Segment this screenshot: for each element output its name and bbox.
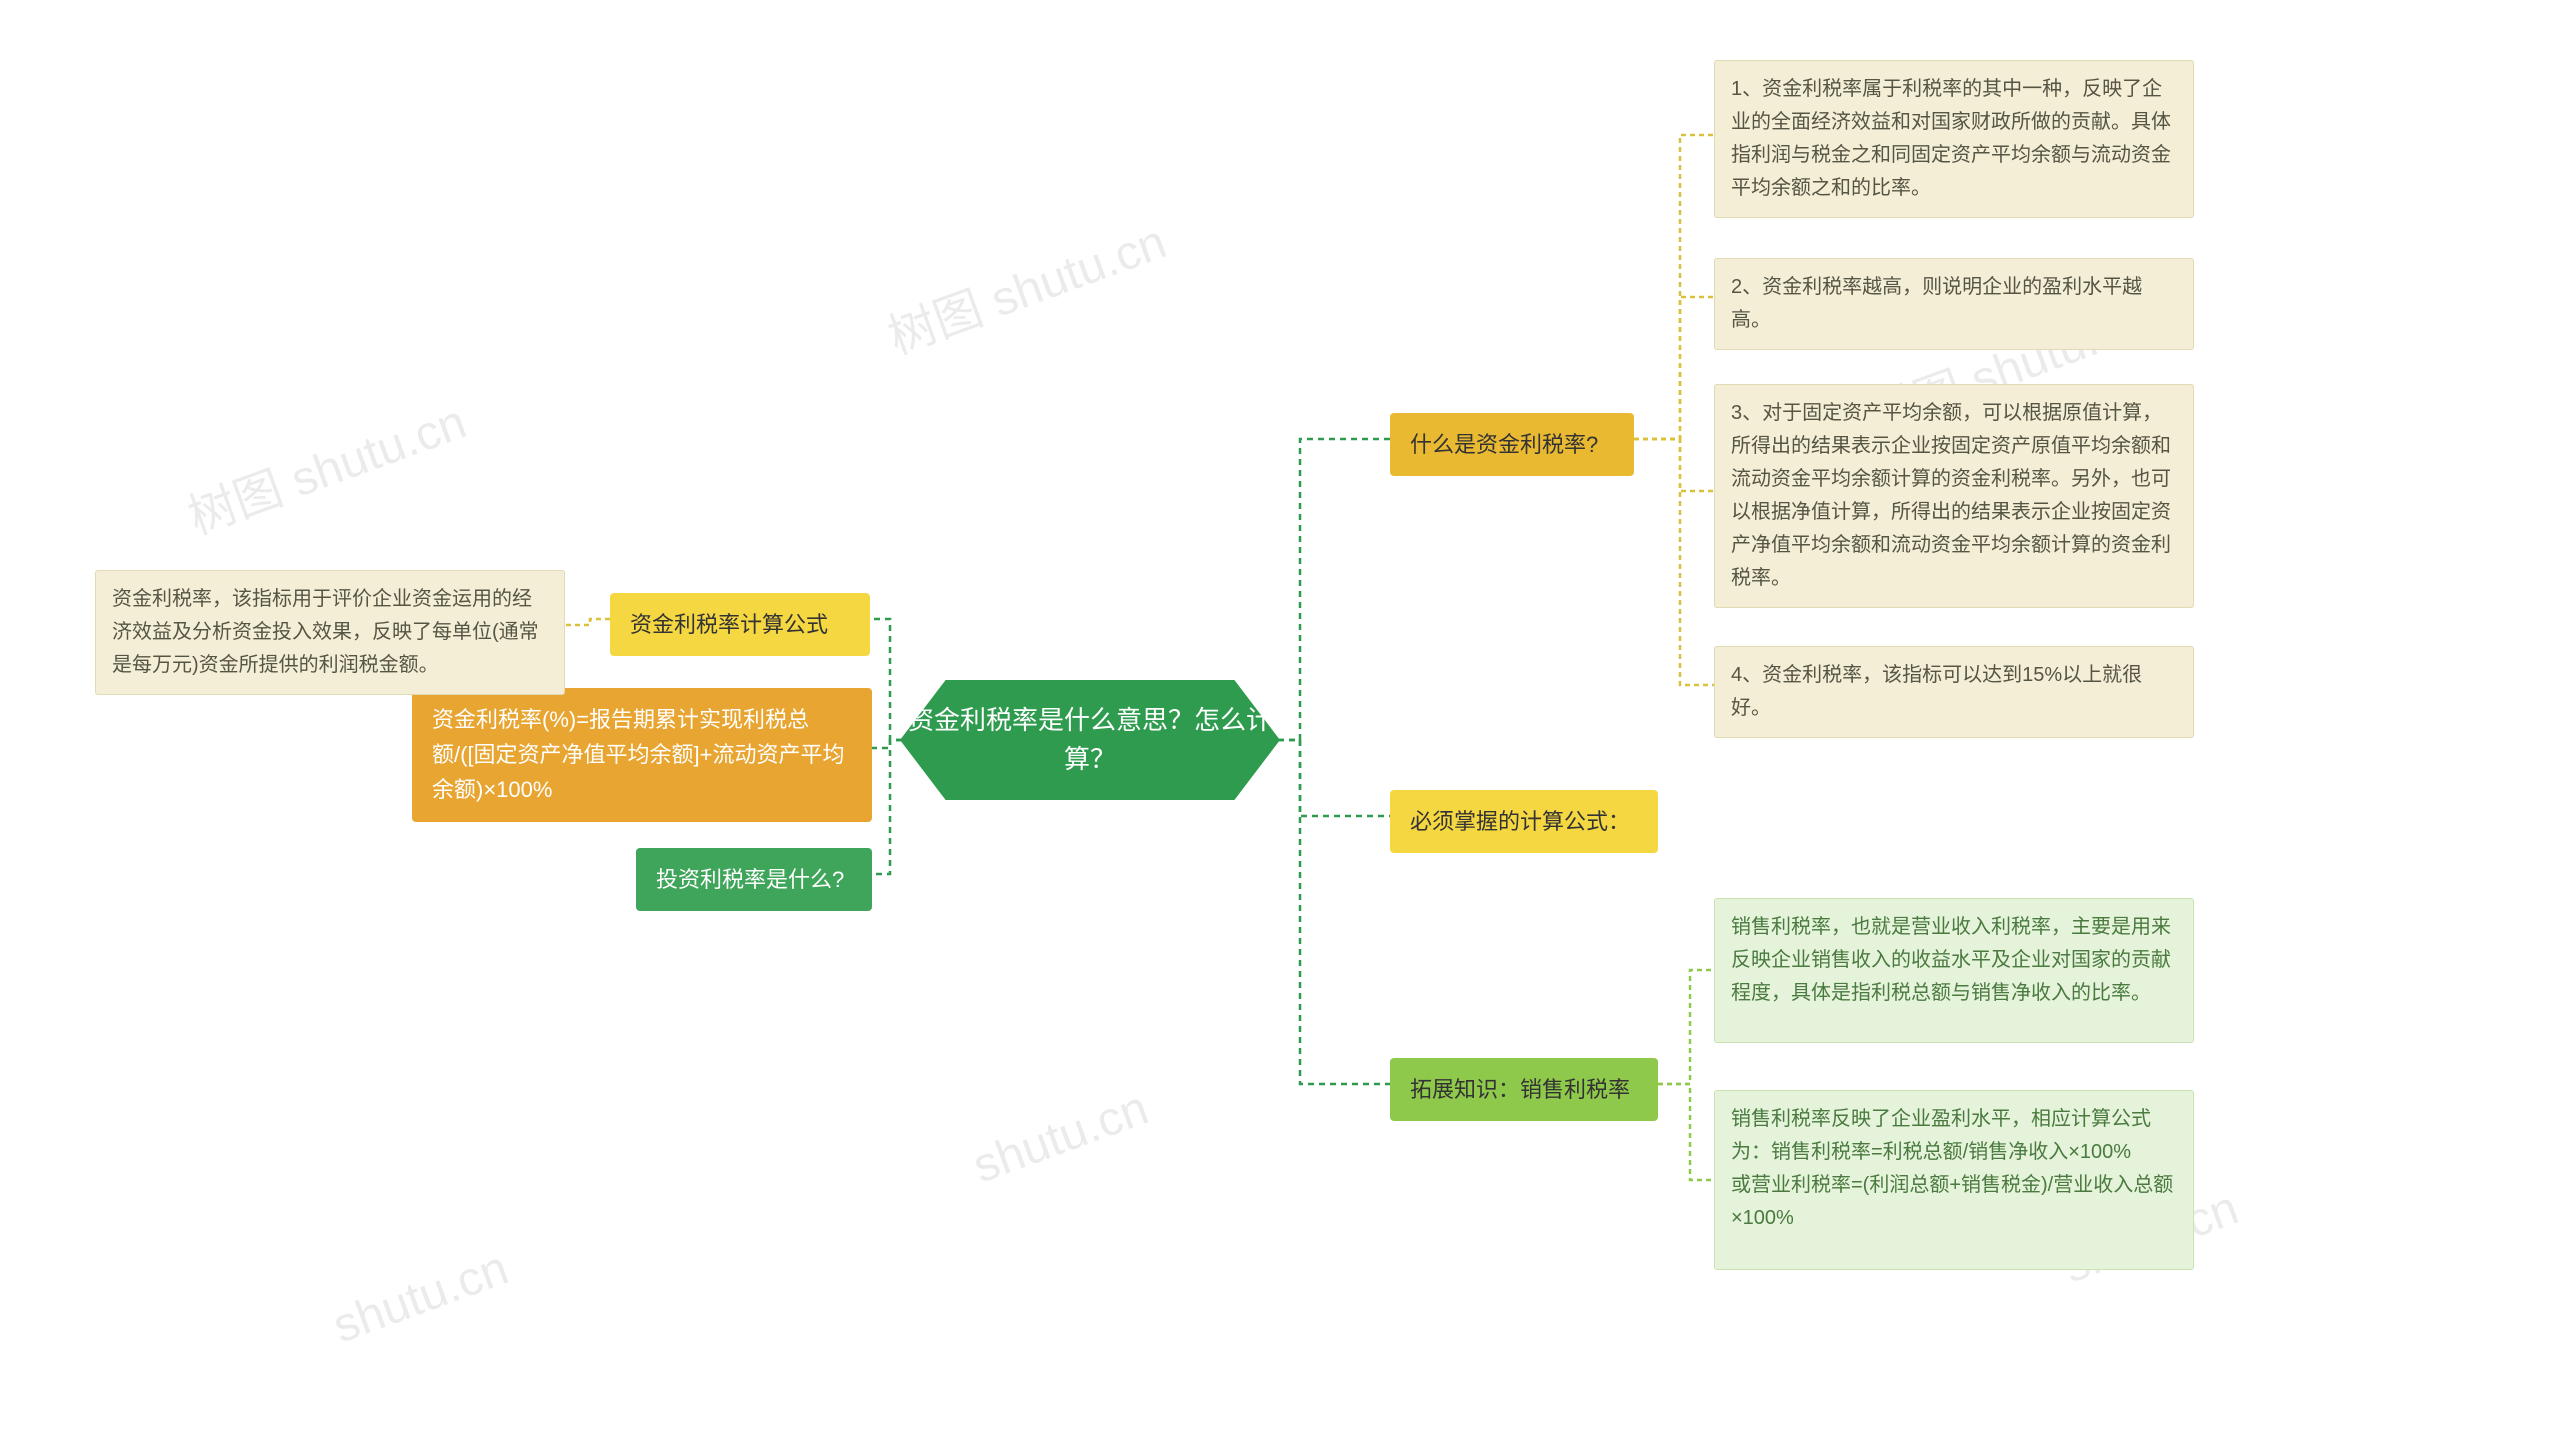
watermark: 树图 shutu.cn	[877, 202, 1174, 367]
leaf-r1c1: 1、资金利税率属于利税率的其中一种，反映了企业的全面经济效益和对国家财政所做的贡…	[1714, 60, 2194, 218]
leaf-r1c3: 3、对于固定资产平均余额，可以根据原值计算，所得出的结果表示企业按固定资产原值平…	[1714, 384, 2194, 608]
leaf-l1c1: 资金利税率，该指标用于评价企业资金运用的经济效益及分析资金投入效果，反映了每单位…	[95, 570, 565, 695]
center-node-label: 资金利税率是什么意思？怎么计算？	[900, 701, 1280, 779]
leaf-r1c2: 2、资金利税率越高，则说明企业的盈利水平越高。	[1714, 258, 2194, 350]
right-branch-r1: 什么是资金利税率?	[1390, 413, 1634, 476]
left-branch-l3: 投资利税率是什么?	[636, 848, 872, 911]
watermark: shutu.cn	[326, 1241, 515, 1355]
connector	[565, 619, 610, 625]
connector	[1658, 1084, 1714, 1180]
connector	[872, 740, 902, 874]
watermark: shutu.cn	[966, 1081, 1155, 1195]
right-branch-r2: 必须掌握的计算公式：	[1390, 790, 1658, 853]
left-branch-l2: 资金利税率(%)=报告期累计实现利税总额/([固定资产净值平均余额]+流动资产平…	[412, 688, 872, 822]
right-branch-r3: 拓展知识：销售利税率	[1390, 1058, 1658, 1121]
connector	[1278, 740, 1390, 816]
connector	[1634, 135, 1714, 439]
leaf-r1c4: 4、资金利税率，该指标可以达到15%以上就很好。	[1714, 646, 2194, 738]
watermark: 树图 shutu.cn	[177, 382, 474, 547]
connector	[1278, 740, 1390, 1084]
leaf-r3c1: 销售利税率，也就是营业收入利税率，主要是用来反映企业销售收入的收益水平及企业对国…	[1714, 898, 2194, 1043]
connector	[1278, 439, 1390, 740]
leaf-r3c2: 销售利税率反映了企业盈利水平，相应计算公式为：销售利税率=利税总额/销售净收入×…	[1714, 1090, 2194, 1270]
connector	[870, 619, 902, 740]
connector	[1634, 297, 1714, 439]
center-node: 资金利税率是什么意思？怎么计算？	[900, 680, 1280, 800]
connector	[1634, 439, 1714, 491]
connector	[1658, 970, 1714, 1084]
connector	[1634, 439, 1714, 685]
connector	[872, 740, 902, 748]
left-branch-l1: 资金利税率计算公式	[610, 593, 870, 656]
